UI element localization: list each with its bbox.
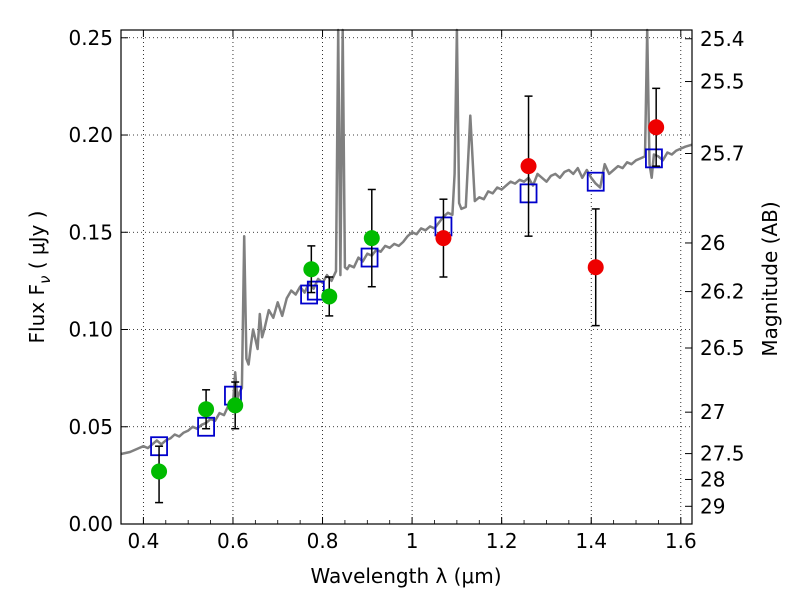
x-tick-label: 1.4 xyxy=(575,529,607,553)
detections-layer xyxy=(151,87,665,504)
y2-tick-label: 29 xyxy=(700,494,725,518)
green-data-point xyxy=(151,463,168,480)
y-tick-label: 0.00 xyxy=(68,512,113,536)
y-axis-label-subscript: ν xyxy=(36,276,54,284)
red-data-point xyxy=(435,230,452,247)
y-axis-label: Flux Fν ( μJy ) xyxy=(25,211,54,344)
y-tick-label: 0.15 xyxy=(68,220,113,244)
ticks-layer: 0.4 0.6 0.8 1 1.2 1.4 1.6 0.00 0.05 0.10 0.15 0.20 0… xyxy=(68,26,744,553)
x-tick-label: 0.4 xyxy=(127,529,159,553)
green-data-point xyxy=(363,230,380,247)
green-data-point xyxy=(321,288,338,305)
red-data-point xyxy=(587,259,604,276)
model-square-marker xyxy=(645,148,663,169)
x-tick-label: 1.6 xyxy=(665,529,697,553)
y-tick-label: 0.25 xyxy=(68,26,113,50)
plot-frame xyxy=(120,29,693,525)
model-square-marker xyxy=(360,247,379,268)
plot-background xyxy=(121,30,692,524)
x-tick-label: 1.2 xyxy=(486,529,518,553)
y2-tick-label: 27 xyxy=(700,400,725,424)
model-square-marker xyxy=(300,284,318,305)
y2-tick-label: 25.7 xyxy=(700,142,745,166)
y2-tick-label: 26 xyxy=(700,231,725,255)
y2-tick-label: 26.2 xyxy=(700,280,745,304)
y2-axis-label: Magnitude (AB) xyxy=(758,201,782,356)
y-axis-label-main: Flux F xyxy=(25,284,49,343)
y2-tick-label: 25.5 xyxy=(700,70,745,94)
y-tick-label: 0.05 xyxy=(68,415,113,439)
y-tick-label: 0.20 xyxy=(68,123,113,147)
green-data-point xyxy=(227,397,244,414)
x-tick-label: 1 xyxy=(406,529,419,553)
y-axis-label-unit: ( μJy ) xyxy=(25,211,49,276)
y2-tick-label: 25.4 xyxy=(700,27,745,51)
x-tick-label: 0.8 xyxy=(307,529,339,553)
x-tick-label: 0.6 xyxy=(217,529,249,553)
red-data-point xyxy=(648,119,665,136)
red-data-point xyxy=(520,158,537,175)
x-axis-label: Wavelength λ (μm) xyxy=(310,564,501,588)
green-data-point xyxy=(303,261,320,278)
model-square-marker xyxy=(586,171,605,192)
y2-tick-label: 26.5 xyxy=(700,336,745,360)
y2-tick-label: 28 xyxy=(700,467,725,491)
y-tick-label: 0.10 xyxy=(68,318,113,342)
y2-tick-label: 27.5 xyxy=(700,442,745,466)
green-data-point xyxy=(198,401,215,418)
